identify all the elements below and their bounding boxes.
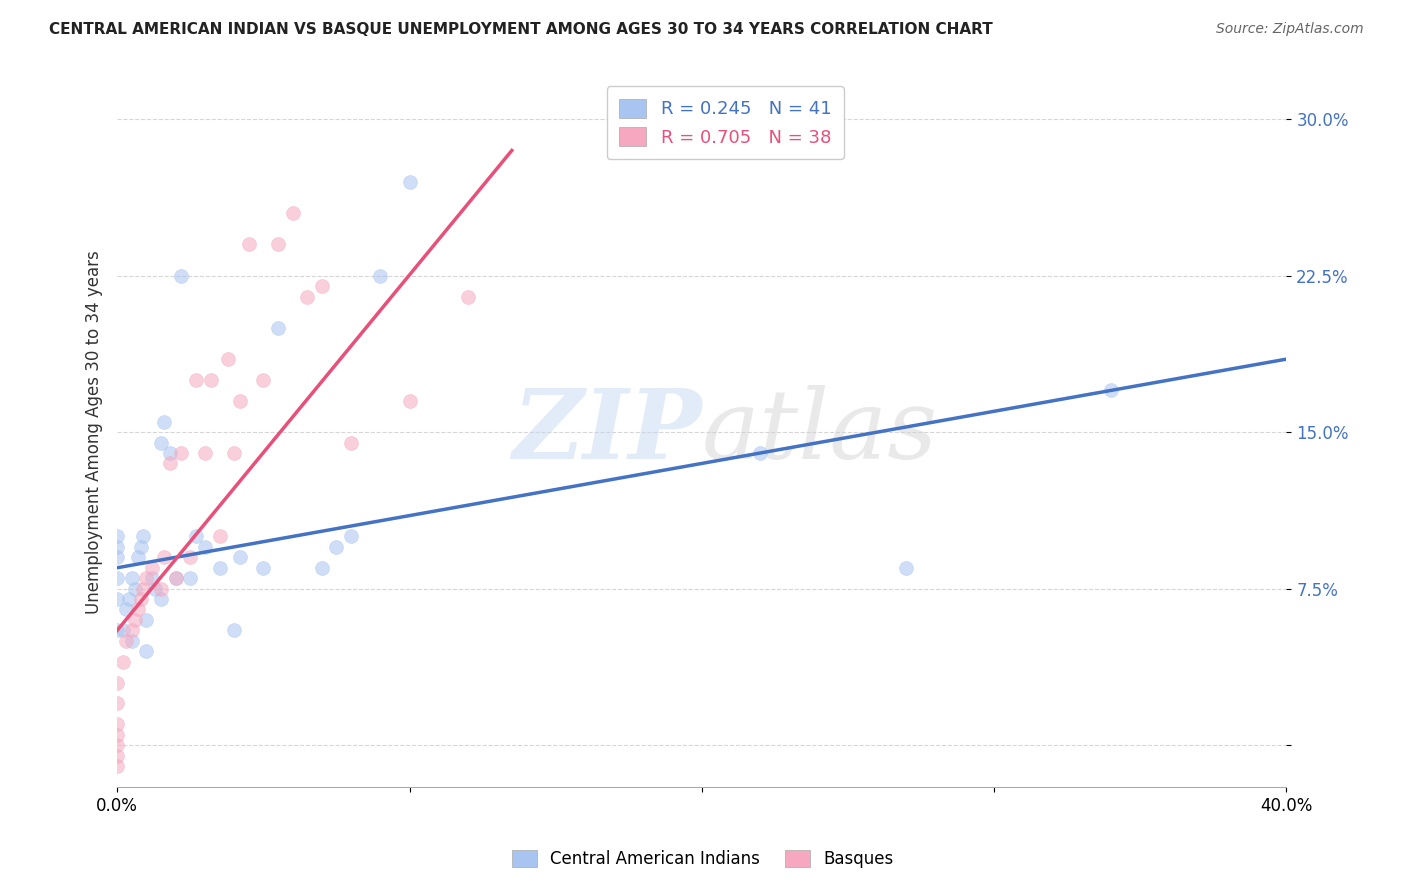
- Point: [115, 602, 138, 616]
- Point: [141, 571, 163, 585]
- Point: [229, 550, 252, 565]
- Point: [295, 289, 318, 303]
- Point: [325, 540, 347, 554]
- Point: [112, 624, 135, 638]
- Point: [368, 268, 391, 283]
- Point: [194, 540, 217, 554]
- Point: [217, 352, 239, 367]
- Point: [229, 393, 252, 408]
- Point: [115, 633, 138, 648]
- Point: [127, 550, 149, 565]
- Point: [124, 613, 146, 627]
- Legend: R = 0.245   N = 41, R = 0.705   N = 38: R = 0.245 N = 41, R = 0.705 N = 38: [606, 87, 844, 160]
- Point: [105, 759, 128, 773]
- Point: [311, 279, 333, 293]
- Point: [105, 717, 128, 731]
- Point: [179, 550, 201, 565]
- Point: [118, 592, 141, 607]
- Text: atlas: atlas: [702, 385, 938, 479]
- Text: ZIP: ZIP: [512, 385, 702, 479]
- Point: [135, 644, 157, 658]
- Point: [127, 602, 149, 616]
- Point: [132, 582, 155, 596]
- Y-axis label: Unemployment Among Ages 30 to 34 years: Unemployment Among Ages 30 to 34 years: [86, 251, 103, 614]
- Point: [129, 592, 152, 607]
- Point: [398, 393, 420, 408]
- Point: [398, 175, 420, 189]
- Point: [311, 561, 333, 575]
- Point: [129, 540, 152, 554]
- Point: [105, 540, 128, 554]
- Point: [267, 237, 290, 252]
- Point: [105, 571, 128, 585]
- Point: [179, 571, 201, 585]
- Point: [105, 675, 128, 690]
- Point: [238, 237, 260, 252]
- Point: [208, 529, 231, 543]
- Point: [194, 446, 217, 460]
- Point: [105, 728, 128, 742]
- Point: [340, 529, 363, 543]
- Point: [184, 529, 207, 543]
- Point: [143, 582, 166, 596]
- Point: [267, 321, 290, 335]
- Point: [281, 206, 304, 220]
- Point: [252, 373, 274, 387]
- Legend: Central American Indians, Basques: Central American Indians, Basques: [505, 843, 901, 875]
- Point: [165, 571, 187, 585]
- Point: [121, 633, 143, 648]
- Point: [141, 561, 163, 575]
- Point: [112, 655, 135, 669]
- Point: [159, 446, 181, 460]
- Point: [121, 624, 143, 638]
- Point: [170, 268, 193, 283]
- Point: [150, 435, 173, 450]
- Text: Source: ZipAtlas.com: Source: ZipAtlas.com: [1216, 22, 1364, 37]
- Point: [105, 748, 128, 763]
- Point: [749, 446, 772, 460]
- Point: [124, 582, 146, 596]
- Point: [150, 582, 173, 596]
- Point: [224, 624, 246, 638]
- Point: [159, 457, 181, 471]
- Point: [105, 592, 128, 607]
- Point: [170, 446, 193, 460]
- Point: [165, 571, 187, 585]
- Point: [121, 571, 143, 585]
- Point: [184, 373, 207, 387]
- Point: [105, 697, 128, 711]
- Point: [105, 738, 128, 752]
- Point: [340, 435, 363, 450]
- Point: [150, 592, 173, 607]
- Point: [105, 529, 128, 543]
- Point: [457, 289, 479, 303]
- Point: [153, 550, 176, 565]
- Point: [896, 561, 918, 575]
- Point: [132, 529, 155, 543]
- Point: [135, 613, 157, 627]
- Point: [200, 373, 222, 387]
- Point: [105, 550, 128, 565]
- Point: [252, 561, 274, 575]
- Text: CENTRAL AMERICAN INDIAN VS BASQUE UNEMPLOYMENT AMONG AGES 30 TO 34 YEARS CORRELA: CENTRAL AMERICAN INDIAN VS BASQUE UNEMPL…: [49, 22, 993, 37]
- Point: [224, 446, 246, 460]
- Point: [208, 561, 231, 575]
- Point: [1099, 384, 1122, 398]
- Point: [135, 571, 157, 585]
- Point: [153, 415, 176, 429]
- Point: [105, 624, 128, 638]
